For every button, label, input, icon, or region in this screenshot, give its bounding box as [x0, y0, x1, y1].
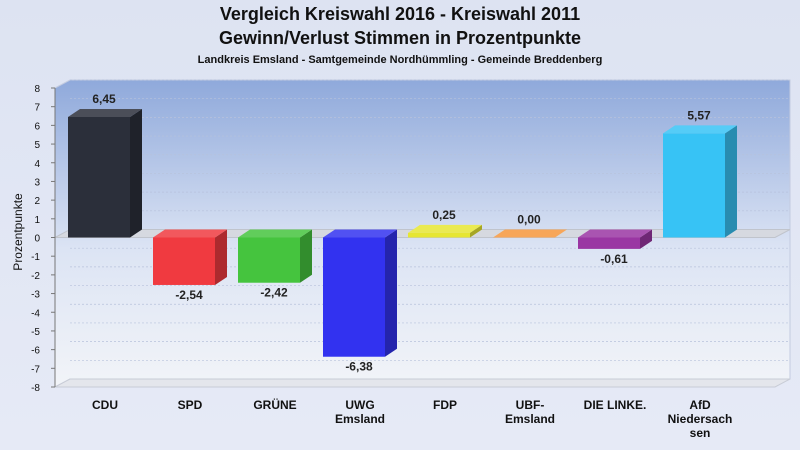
y-tick-label: -4 [31, 308, 40, 319]
data-label: -2,54 [175, 288, 203, 302]
y-tick-label: 5 [34, 140, 40, 151]
y-tick-label: -7 [31, 364, 40, 375]
bar [578, 229, 652, 249]
category-label: SPD [178, 398, 203, 412]
bars [68, 108, 737, 357]
bar-top [493, 229, 567, 238]
category-label: sen [690, 426, 711, 440]
bar-front [408, 232, 470, 238]
y-tick-label: -3 [31, 290, 40, 301]
bar-top [663, 125, 737, 134]
bar-side [470, 224, 482, 238]
bar-side [640, 229, 652, 249]
y-tick-label: 2 [34, 196, 40, 207]
bar [153, 229, 227, 285]
bar-front [238, 237, 300, 283]
y-tick-label: 8 [34, 84, 40, 95]
category-label: DIE LINKE. [584, 398, 647, 412]
data-label: -2,42 [260, 286, 288, 300]
bar-side [130, 108, 142, 238]
bar-front [578, 237, 640, 249]
category-label: Emsland [505, 412, 555, 426]
category-label: UBF- [516, 398, 545, 412]
bar [323, 229, 397, 357]
bar [238, 229, 312, 283]
y-tick-label: -5 [31, 327, 40, 338]
category-label: UWG [345, 398, 374, 412]
bar [663, 125, 737, 238]
data-label: 0,25 [432, 208, 456, 222]
category-label: GRÜNE [253, 397, 296, 412]
y-tick-label: 7 [34, 103, 40, 114]
y-tick-label: 0 [34, 234, 40, 245]
bar-side [215, 229, 227, 285]
bar-front [663, 133, 725, 238]
category-label: Emsland [335, 412, 385, 426]
bar-top [238, 229, 312, 238]
gridlines [70, 79, 790, 361]
data-label: -0,61 [600, 252, 628, 266]
y-tick-label: 3 [34, 177, 40, 188]
data-label: 0,00 [517, 213, 541, 227]
bar-top [578, 229, 652, 238]
category-label: AfD [689, 398, 711, 412]
bar-top [408, 224, 482, 233]
y-tick-label: -1 [31, 252, 40, 263]
chart-title: Vergleich Kreiswahl 2016 - Kreiswahl 201… [219, 4, 581, 24]
y-axis-label: Prozentpunkte [11, 193, 25, 271]
y-tick-label: -6 [31, 346, 40, 357]
bar-front [323, 237, 385, 357]
y-tick-label: -8 [31, 383, 40, 394]
bar-side [385, 229, 397, 357]
category-label: Niedersach [668, 412, 733, 426]
bar-top [153, 229, 227, 238]
bar-side [725, 125, 737, 238]
y-tick-label: 6 [34, 121, 40, 132]
category-label: FDP [433, 398, 457, 412]
data-labels: 6,45 -2,54 -2,42 -6,38 0,25 0,00 -0,61 5,57 [92, 92, 711, 374]
y-axis: 8 7 6 5 4 3 2 1 0 -1 -2 -3 -4 -5 -6 -7 -8 [31, 84, 56, 394]
y-tick-label: 4 [34, 159, 40, 170]
bar-front [68, 116, 130, 238]
bar [68, 108, 142, 238]
chart-title-line2: Gewinn/Verlust Stimmen in Prozentpunkte [218, 28, 582, 48]
bar-side [300, 229, 312, 283]
category-label: CDU [92, 398, 118, 412]
floor [54, 378, 791, 388]
bar [493, 229, 567, 238]
bar-front [153, 237, 215, 285]
bar-top [68, 108, 142, 117]
data-label: 5,57 [687, 108, 711, 122]
data-label: 6,45 [92, 92, 116, 106]
chart-subtitle: Landkreis Emsland - Samtgemeinde Nordhüm… [197, 54, 603, 66]
bar [408, 224, 482, 238]
y-tick-label: -2 [31, 271, 40, 282]
data-label: -6,38 [345, 360, 373, 374]
bar-top [323, 229, 397, 238]
y-tick-label: 1 [34, 215, 40, 226]
